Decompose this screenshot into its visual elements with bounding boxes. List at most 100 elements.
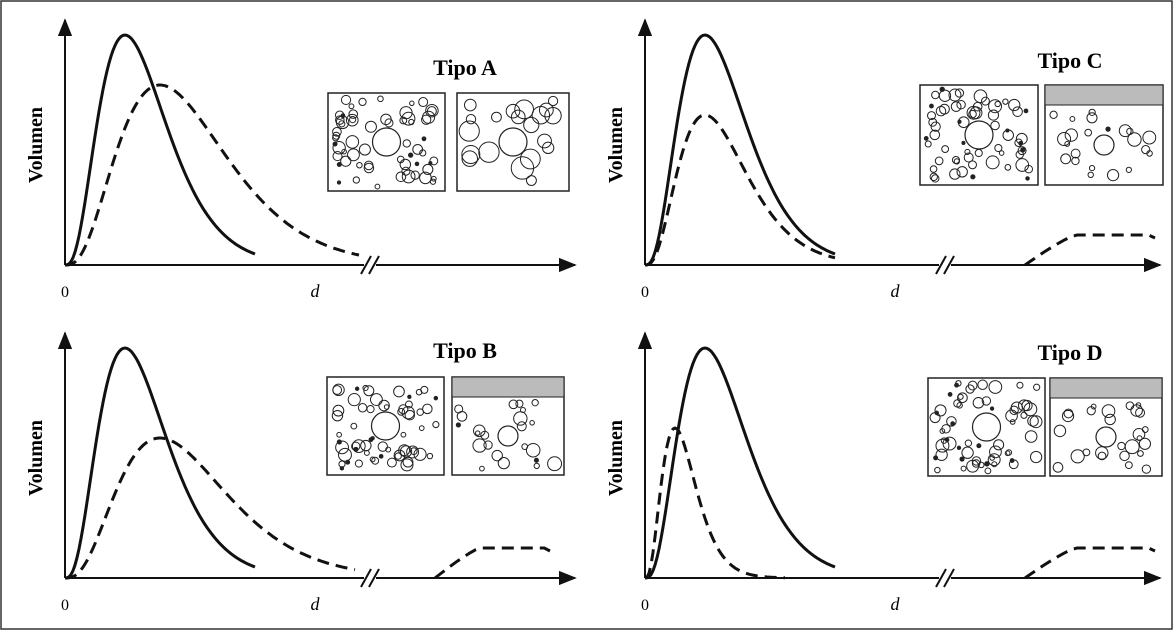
particle [1024,430,1038,443]
particle [961,446,974,459]
particle [351,439,366,453]
dashed-curve [65,436,356,580]
particle [356,161,363,169]
particle [374,183,381,190]
particle [923,136,929,141]
particle [402,139,411,148]
particle [422,403,433,415]
panel-title: Tipo D [1037,340,1102,365]
particle [332,141,346,155]
particle [947,392,953,397]
particle [404,409,416,421]
particle [332,126,342,137]
particle [478,141,500,163]
particle [497,425,519,447]
dashed-tail [434,546,551,580]
particle [352,176,360,184]
particle [338,447,352,462]
particle [377,95,384,103]
particle [401,111,416,126]
particle [515,399,524,408]
particle [1060,153,1072,165]
particle [989,445,1002,459]
particle [1070,148,1081,159]
particle [521,443,529,451]
particle [1106,168,1120,182]
particle [1095,426,1117,448]
particle [964,148,971,155]
particle [938,89,952,102]
particle [985,155,1000,170]
particle [954,382,959,388]
particle [399,158,412,171]
particle [965,384,975,394]
particle [984,461,990,467]
axis-break [935,568,947,588]
particle [934,404,947,417]
particle [370,411,401,441]
particle [1069,116,1076,122]
particle [394,452,402,460]
particle [408,152,414,158]
particle [483,440,493,450]
particle [371,127,402,157]
particle [429,178,437,185]
axis-break [368,255,380,275]
particle [1064,128,1078,142]
particle [336,162,342,167]
origin-label: 0 [641,284,649,301]
particle [384,118,394,128]
x-label: d [311,281,321,301]
particle [360,439,372,452]
particle [1020,411,1028,419]
particle [529,420,535,426]
particle [345,135,360,149]
particle [1141,464,1152,474]
particle [345,459,351,465]
particle [1033,383,1041,391]
particle [345,113,359,127]
particle [508,399,519,410]
axis-break [360,255,372,275]
particle [1097,451,1107,461]
particle [432,421,440,429]
solid-curve [644,33,836,267]
particle [336,439,342,445]
particle [957,393,964,400]
dashed-curve [644,113,836,267]
particle [1087,171,1094,179]
particle [1125,166,1132,173]
particle [362,384,369,392]
particle [463,98,477,112]
particle [980,96,990,106]
particle [989,406,995,411]
particle [422,110,436,124]
particle [1004,450,1011,457]
particle [407,394,412,399]
particle [1071,156,1080,166]
particle [948,88,962,102]
particle [358,143,371,156]
x-label: d [891,594,901,614]
particle [935,448,948,461]
particle [977,379,988,391]
particle [934,156,944,166]
panel: 0 d Volumen Tipo A [25,18,577,301]
particle [421,114,432,125]
particle [1053,424,1067,438]
particle [418,425,425,432]
particle [929,103,934,109]
particle [956,445,962,450]
particle [972,396,985,409]
particle [472,438,487,453]
particle [363,385,375,397]
particle [398,444,411,457]
particle [475,430,481,436]
origin-label: 0 [641,597,649,614]
particle [348,103,355,110]
particle [1070,449,1085,464]
particle [380,113,392,126]
particle [1002,98,1009,105]
particle [426,452,434,460]
particle [1117,441,1126,451]
